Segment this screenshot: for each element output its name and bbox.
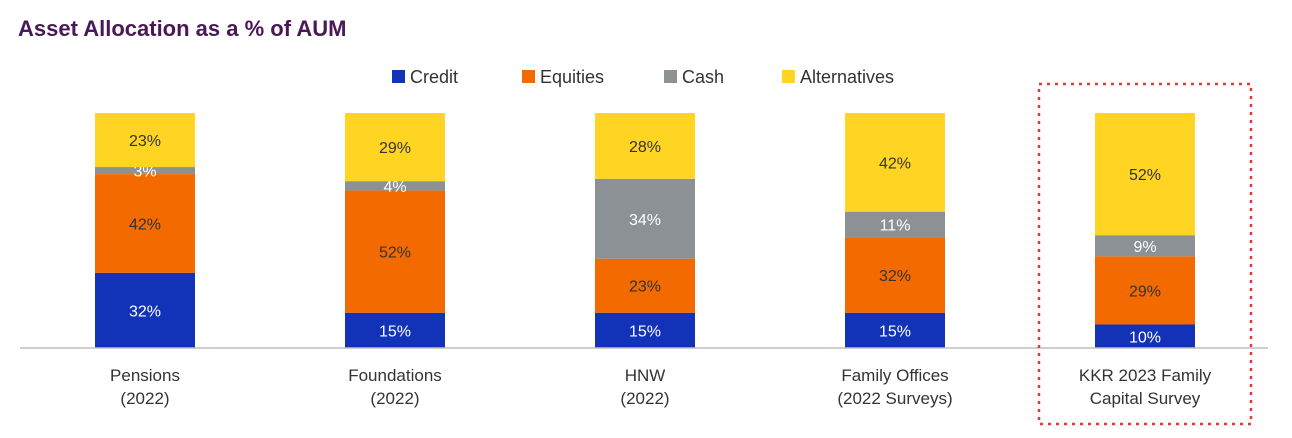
highlight-box [1037, 82, 1253, 426]
data-label-kkr-2023-family-capital-survey-credit: 10% [1129, 329, 1161, 346]
data-label-family-offices-2022-surveys-equities: 32% [879, 268, 911, 285]
data-label-pensions-2022-equities: 42% [129, 216, 161, 233]
bar-pensions-2022-cash [95, 167, 195, 175]
bar-foundations-2022-credit [345, 312, 445, 348]
category-label-kkr-2023-family-capital-survey-line-2: Capital Survey [1090, 389, 1201, 408]
bar-foundations-2022-alternatives [345, 113, 445, 182]
bar-kkr-2023-family-capital-survey-alternatives [1095, 113, 1195, 236]
data-label-family-offices-2022-surveys-alternatives: 42% [879, 155, 911, 172]
bar-family-offices-2022-surveys-equities [845, 237, 945, 313]
data-label-foundations-2022-credit: 15% [379, 323, 411, 340]
bar-kkr-2023-family-capital-survey-cash [1095, 235, 1195, 257]
legend-label-alternatives: Alternatives [800, 67, 894, 87]
category-labels: Pensions (2022) Foundations (2022) HNW (2022)… [110, 366, 1212, 408]
legend-label-equities: Equities [540, 67, 604, 87]
legend-label-cash: Cash [682, 67, 724, 87]
bar-foundations-2022-cash [345, 181, 445, 191]
category-label-family-offices-2022-surveys-line-2: (2022 Surveys) [837, 389, 952, 408]
chart-title: Asset Allocation as a % of AUM [18, 16, 347, 41]
bar-hnw-2022-alternatives [595, 113, 695, 179]
category-label-foundations-2022-line-1: Foundations [348, 366, 442, 385]
bar-kkr-2023-family-capital-survey-credit [1095, 324, 1195, 348]
category-label-pensions-2022-line-1: Pensions [110, 366, 180, 385]
bar-hnw-2022-equities [595, 258, 695, 313]
data-label-kkr-2023-family-capital-survey-cash: 9% [1133, 239, 1156, 256]
data-label-foundations-2022-alternatives: 29% [379, 140, 411, 157]
data-label-hnw-2022-equities: 23% [629, 279, 661, 296]
data-label-hnw-2022-credit: 15% [629, 323, 661, 340]
bar-kkr-2023-family-capital-survey-equities [1095, 256, 1195, 325]
category-label-pensions-2022-line-2: (2022) [120, 389, 169, 408]
data-label-pensions-2022-alternatives: 23% [129, 133, 161, 150]
legend-label-credit: Credit [410, 67, 458, 87]
legend-swatch-credit [392, 70, 405, 83]
data-label-pensions-2022-cash: 3% [133, 164, 156, 181]
legend: Credit Equities Cash Alternatives [392, 67, 894, 87]
data-label-kkr-2023-family-capital-survey-equities: 29% [1129, 283, 1161, 300]
bar-hnw-2022-cash [595, 178, 695, 259]
category-label-hnw-2022-line-1: HNW [625, 366, 666, 385]
legend-swatch-equities [522, 70, 535, 83]
category-label-hnw-2022-line-2: (2022) [620, 389, 669, 408]
data-label-hnw-2022-cash: 34% [629, 212, 661, 229]
bar-family-offices-2022-surveys-cash [845, 211, 945, 238]
data-label-family-offices-2022-surveys-credit: 15% [879, 323, 911, 340]
category-label-foundations-2022-line-2: (2022) [370, 389, 419, 408]
bar-hnw-2022-credit [595, 312, 695, 348]
bar-family-offices-2022-surveys-alternatives [845, 113, 945, 212]
data-label-pensions-2022-credit: 32% [129, 303, 161, 320]
bar-pensions-2022-alternatives [95, 113, 195, 168]
data-label-kkr-2023-family-capital-survey-alternatives: 52% [1129, 167, 1161, 184]
bar-family-offices-2022-surveys-credit [845, 312, 945, 348]
data-label-foundations-2022-equities: 52% [379, 245, 411, 262]
legend-swatch-cash [664, 70, 677, 83]
data-label-hnw-2022-alternatives: 28% [629, 139, 661, 156]
bar-pensions-2022-equities [95, 174, 195, 273]
legend-swatch-alternatives [782, 70, 795, 83]
data-label-family-offices-2022-surveys-cash: 11% [880, 218, 911, 235]
category-label-family-offices-2022-surveys-line-1: Family Offices [841, 366, 948, 385]
bars: 32% 42% 3% 23% 15% 52% 4% 29% 15% 23% 34% 28% 15% 32%… [95, 113, 1195, 348]
category-label-kkr-2023-family-capital-survey-line-1: KKR 2023 Family [1079, 366, 1212, 385]
bar-foundations-2022-equities [345, 190, 445, 313]
bar-pensions-2022-credit [95, 272, 195, 348]
data-label-foundations-2022-cash: 4% [383, 179, 406, 196]
